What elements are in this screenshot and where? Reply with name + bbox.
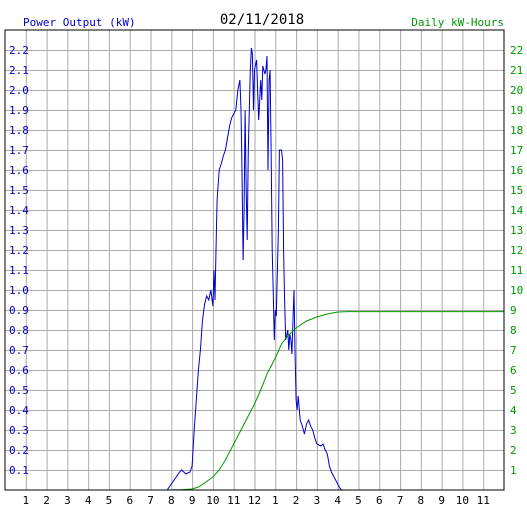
right-y-tick-label: 20 xyxy=(510,84,523,97)
x-tick-label: 7 xyxy=(397,494,404,507)
x-tick-label: 2 xyxy=(43,494,50,507)
left-y-tick-label: 0.6 xyxy=(9,364,29,377)
left-y-tick-label: 1.5 xyxy=(9,184,29,197)
left-y-tick-label: 0.3 xyxy=(9,424,29,437)
x-tick-label: 10 xyxy=(206,494,219,507)
right-y-tick-label: 7 xyxy=(510,344,517,357)
right-y-tick-label: 15 xyxy=(510,184,523,197)
left-y-tick-label: 2.1 xyxy=(9,64,29,77)
tick-labels: 1 2 3 4 5 6 7 8 9 10 11 12 1 2 3 4 5 6 7 8 9 10 110.10.20.30.4… xyxy=(9,44,524,507)
x-tick-label: 7 xyxy=(147,494,154,507)
left-y-tick-label: 1.9 xyxy=(9,104,29,117)
right-y-tick-label: 11 xyxy=(510,264,523,277)
x-tick-label: 4 xyxy=(334,494,341,507)
right-axis-label: Daily kW-Hours xyxy=(411,16,504,29)
grid xyxy=(5,30,504,490)
right-y-tick-label: 6 xyxy=(510,364,517,377)
left-y-tick-label: 0.8 xyxy=(9,324,29,337)
right-y-tick-label: 3 xyxy=(510,424,517,437)
left-y-tick-label: 0.5 xyxy=(9,384,29,397)
left-y-tick-label: 1.6 xyxy=(9,164,29,177)
left-y-tick-label: 2.2 xyxy=(9,44,29,57)
x-tick-label: 9 xyxy=(189,494,196,507)
left-axis-label: Power Output (kW) xyxy=(23,16,136,29)
right-y-tick-label: 13 xyxy=(510,224,523,237)
series xyxy=(166,47,504,491)
x-tick-label: 5 xyxy=(355,494,362,507)
chart-title: 02/11/2018 xyxy=(220,12,304,28)
left-y-tick-label: 1.8 xyxy=(9,124,29,137)
x-tick-label: 11 xyxy=(227,494,240,507)
left-y-tick-label: 0.4 xyxy=(9,404,29,417)
left-y-tick-label: 0.1 xyxy=(9,464,29,477)
left-y-tick-label: 1.2 xyxy=(9,244,29,257)
right-y-tick-label: 1 xyxy=(510,464,517,477)
x-tick-label: 11 xyxy=(477,494,490,507)
right-y-tick-label: 22 xyxy=(510,44,523,57)
left-y-tick-label: 2.0 xyxy=(9,84,29,97)
right-y-tick-label: 12 xyxy=(510,244,523,257)
left-y-tick-label: 1.0 xyxy=(9,284,29,297)
x-tick-label: 2 xyxy=(293,494,300,507)
left-y-tick-label: 0.9 xyxy=(9,304,29,317)
x-tick-label: 8 xyxy=(418,494,425,507)
right-y-tick-label: 10 xyxy=(510,284,523,297)
plot-frame xyxy=(4,29,505,491)
right-y-tick-label: 14 xyxy=(510,204,524,217)
x-tick-label: 10 xyxy=(456,494,469,507)
right-y-tick-label: 4 xyxy=(510,404,517,417)
left-y-tick-label: 1.1 xyxy=(9,264,29,277)
right-y-tick-label: 8 xyxy=(510,324,517,337)
x-tick-label: 3 xyxy=(314,494,321,507)
x-tick-label: 6 xyxy=(126,494,133,507)
right-y-tick-label: 16 xyxy=(510,164,523,177)
x-tick-label: 1 xyxy=(22,494,29,507)
power-output-line xyxy=(166,47,343,491)
x-tick-label: 8 xyxy=(168,494,175,507)
left-y-tick-label: 1.3 xyxy=(9,224,29,237)
x-tick-label: 12 xyxy=(248,494,261,507)
right-y-tick-label: 9 xyxy=(510,304,517,317)
x-tick-label: 6 xyxy=(376,494,383,507)
right-y-tick-label: 2 xyxy=(510,444,517,457)
x-tick-label: 3 xyxy=(64,494,71,507)
left-y-tick-label: 1.7 xyxy=(9,144,29,157)
right-y-tick-label: 21 xyxy=(510,64,523,77)
x-tick-label: 5 xyxy=(106,494,113,507)
x-tick-label: 4 xyxy=(85,494,92,507)
right-y-tick-label: 17 xyxy=(510,144,523,157)
left-y-tick-label: 0.2 xyxy=(9,444,29,457)
left-y-tick-label: 1.4 xyxy=(9,204,29,217)
x-tick-label: 1 xyxy=(272,494,279,507)
right-y-tick-label: 19 xyxy=(510,104,523,117)
daily-energy-line xyxy=(167,311,504,491)
x-tick-label: 9 xyxy=(438,494,445,507)
right-y-tick-label: 5 xyxy=(510,384,517,397)
left-y-tick-label: 0.7 xyxy=(9,344,29,357)
right-y-tick-label: 18 xyxy=(510,124,523,137)
